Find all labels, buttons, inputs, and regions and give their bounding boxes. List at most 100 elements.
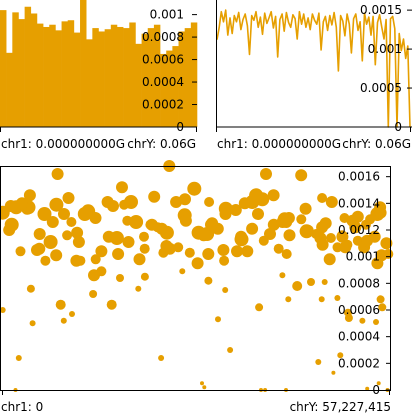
- bottom-scatter-point: [376, 381, 381, 386]
- bottom-scatter-point: [359, 317, 366, 324]
- top-left-bar: [36, 23, 44, 128]
- top-left-x-tick-label-end: chrY: 0.06G: [127, 137, 196, 151]
- bottom-scatter-point: [204, 276, 213, 285]
- bottom-scatter-point: [202, 248, 215, 260]
- top-left-bar: [0, 10, 7, 128]
- bottom-scatter-point: [51, 168, 64, 180]
- bottom-scatter-point: [299, 224, 314, 239]
- bottom-scatter-point: [173, 242, 184, 253]
- bottom-scatter-point: [376, 295, 385, 304]
- top-left-bar: [43, 26, 50, 128]
- bottom-scatter-point: [371, 257, 384, 270]
- bottom-scatter-point: [145, 218, 158, 231]
- bottom-scatter-point: [66, 217, 77, 227]
- bottom-y-tick-label: 0.0006: [338, 303, 380, 317]
- bottom-scatter-point: [49, 197, 64, 212]
- bottom-scatter-point: [252, 208, 264, 220]
- top-left-bar: [172, 46, 179, 127]
- bottom-scatter-point: [316, 238, 329, 251]
- bottom-scatter-point: [89, 290, 98, 298]
- top-right-y-tick-label: 0.001: [368, 42, 402, 56]
- bottom-scatter-point: [339, 241, 352, 254]
- bottom-y-tick-label: 0.0002: [338, 356, 380, 370]
- bottom-scatter-point: [15, 246, 26, 257]
- bottom-scatter-point: [179, 268, 186, 275]
- top-left-bar: [110, 24, 118, 128]
- bottom-scatter-point: [179, 214, 192, 227]
- top-left-bar: [135, 43, 142, 127]
- top-left-bar: [67, 20, 75, 128]
- bottom-scatter-point: [187, 181, 202, 196]
- bottom-scatter-point: [351, 210, 364, 223]
- bottom-x-tick-label-end: chrY: 57,227,415: [290, 400, 391, 414]
- bottom-x-tick-label-start: chr1: 0: [1, 400, 43, 414]
- bottom-scatter-point: [249, 188, 264, 203]
- bottom-scatter-point: [299, 202, 312, 215]
- top-left-bar: [12, 12, 19, 128]
- bottom-scatter-point: [129, 215, 144, 229]
- bottom-scatter-point: [31, 244, 43, 256]
- bottom-chart: 0.0016 0.0014 0.0012 0.001 0.0008 0.0006 0.000…: [0, 160, 394, 414]
- top-left-bar: [178, 31, 185, 128]
- top-left-bar: [80, 0, 87, 127]
- top-left-bar: [24, 6, 32, 128]
- bottom-scatter-point: [331, 370, 336, 375]
- bottom-scatter-point: [383, 249, 394, 259]
- top-left-bar: [30, 13, 38, 128]
- top-left-bar: [147, 28, 155, 128]
- bottom-scatter-point: [62, 230, 73, 241]
- top-left-bar: [61, 21, 69, 128]
- bottom-scatter-point: [279, 272, 286, 279]
- top-left-bar: [141, 33, 149, 128]
- bottom-scatter-point: [267, 189, 280, 202]
- bottom-scatter-point: [361, 234, 373, 247]
- top-left-bar: [116, 26, 124, 128]
- bottom-scatter-point: [317, 193, 328, 203]
- top-left-y-tick-label: 0.001: [150, 8, 184, 22]
- bottom-scatter-point: [246, 222, 259, 235]
- bottom-scatter-point: [349, 221, 362, 234]
- bottom-scatter-point: [323, 253, 336, 266]
- bottom-scatter-point: [33, 228, 46, 240]
- bottom-scatter-point: [0, 307, 6, 313]
- bottom-scatter-point: [69, 311, 75, 317]
- bottom-scatter-point: [380, 237, 393, 250]
- bottom-scatter-point: [229, 204, 242, 216]
- top-left-bars: [0, 0, 198, 128]
- top-right-x-tick-label-start: chr1: 0.000000000G: [217, 137, 341, 151]
- bottom-scatter-point: [219, 255, 230, 266]
- bottom-scatter-point: [321, 279, 328, 285]
- bottom-scatter-point: [16, 197, 28, 210]
- top-left-bar: [166, 50, 173, 127]
- bottom-scatter-point: [90, 254, 101, 265]
- bottom-y-tick-label: 0.0008: [338, 276, 380, 290]
- bottom-scatter-point: [148, 190, 161, 203]
- bottom-scatter-point: [155, 222, 168, 235]
- bottom-scatter-point: [222, 287, 229, 293]
- bottom-scatter-point: [184, 247, 195, 258]
- bottom-scatter-point: [71, 226, 84, 239]
- bottom-y-tick-label: 0.001: [346, 250, 380, 264]
- top-left-bar: [98, 31, 105, 128]
- bottom-scatter-point: [227, 347, 234, 353]
- bottom-scatter-point: [325, 233, 336, 243]
- bottom-scatter-point: [325, 196, 338, 208]
- bottom-scatter-point: [378, 303, 387, 312]
- bottom-scatter-point: [260, 168, 272, 180]
- top-left-y-tick-label: 0.0006: [142, 53, 184, 67]
- bottom-scatter-point: [3, 224, 16, 236]
- bottom-scatter-point: [139, 243, 150, 254]
- bottom-scatter-point: [40, 255, 51, 266]
- top-left-y-tick-label: 0.0004: [142, 75, 184, 89]
- bottom-scatter-point: [283, 229, 296, 242]
- bottom-scatter-point: [139, 231, 149, 242]
- bottom-y-tick-label: 0.0012: [338, 223, 380, 237]
- bottom-scatter-point: [374, 201, 387, 214]
- bottom-scatter-point: [318, 296, 325, 303]
- bottom-scatter-point: [58, 208, 70, 220]
- bottom-scatter-point: [235, 230, 248, 243]
- bottom-scatter-point: [215, 316, 221, 323]
